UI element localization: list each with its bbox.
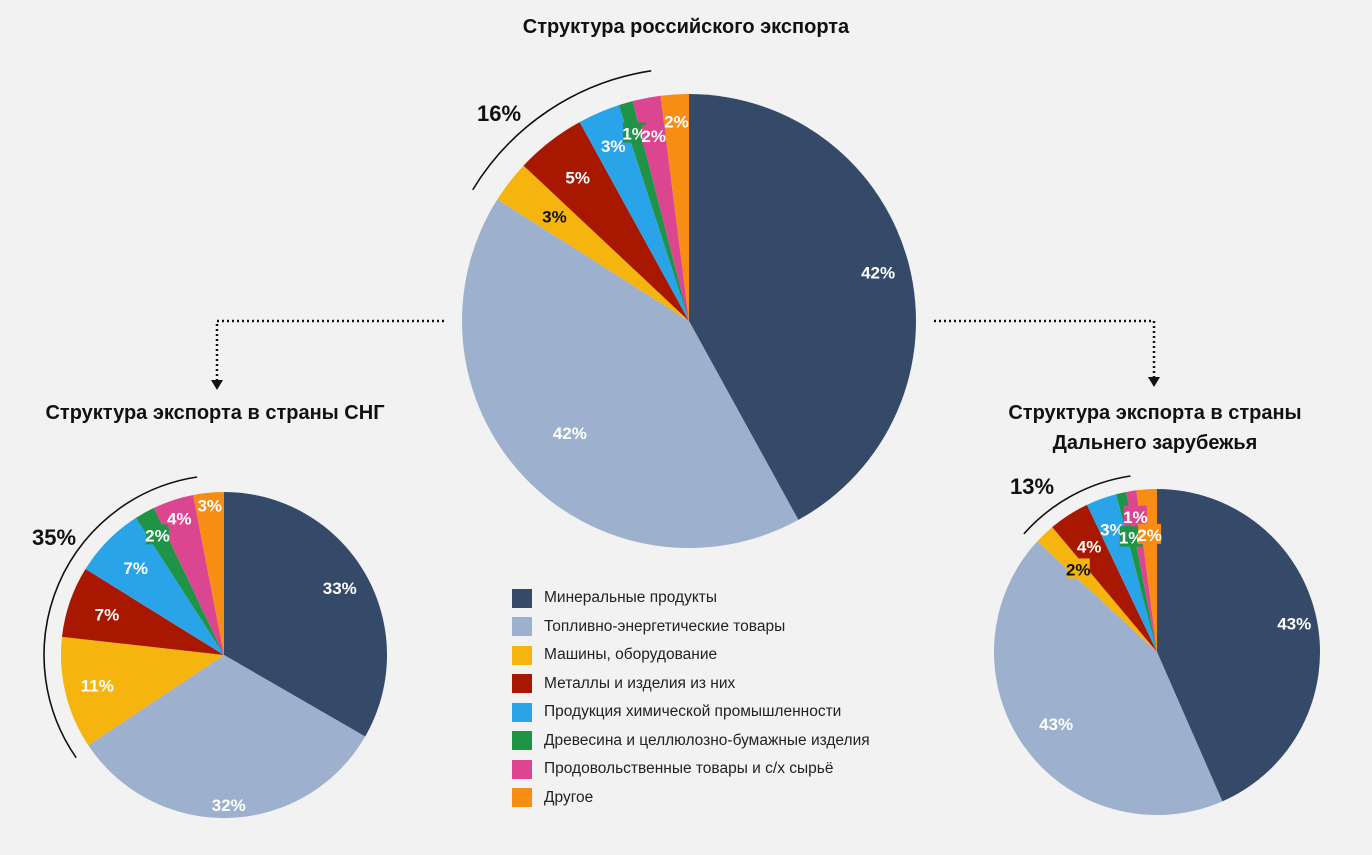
far-data-label-wood: 1% [1119,529,1144,548]
main-data-label-other: 2% [664,113,689,132]
main-label-box-food [642,124,666,145]
cis-label-box-other [198,494,222,515]
legend-swatch [512,674,532,694]
far-slice-fuel [993,541,1223,816]
cis-slice-metals [62,569,224,655]
main-slice-chemical [579,105,689,321]
main-label-box-wood [623,122,647,143]
main-data-label-mineral: 42% [861,263,895,282]
far-label-box-metals [1077,535,1101,556]
main-data-label-metals: 5% [565,169,590,188]
main-data-label-machinery: 3% [542,208,567,227]
far-slice-mineral [1157,489,1321,802]
legend-item-mineral: Минеральные продукты [512,584,870,613]
legend-item-food: Продовольственные товары и с/х сырьё [512,755,870,784]
main-slice-fuel [462,199,799,548]
far-label-box-food [1123,505,1147,526]
cis-group-label: 35% [32,525,76,550]
arrowhead-right-icon [1148,377,1160,387]
legend-item-fuel: Топливно-энергетические товары [512,613,870,642]
main-chart-title: Структура российского экспорта [522,16,850,38]
main-label-box-other [664,110,688,131]
far-data-label-machinery: 2% [1066,560,1091,579]
legend-label: Другое [544,788,594,806]
cis-slice-other [193,492,224,655]
cis-slice-mineral [224,492,387,737]
legend-swatch [512,645,532,665]
legend-swatch [512,731,532,751]
far-data-label-fuel: 43% [1039,715,1073,734]
legend-label: Топливно-энергетические товары [544,617,786,635]
far-data-label-other: 2% [1137,526,1162,545]
far-data-label-food: 1% [1123,508,1148,527]
main-slice-metals [523,122,689,321]
main-slice-wood [618,101,689,321]
cis-chart-title: Структура экспорта в страны СНГ [45,402,385,424]
cis-data-label-mineral: 33% [323,579,357,598]
main-data-label-chemical: 3% [601,137,626,156]
main-group-label: 16% [477,101,521,126]
legend: Минеральные продукты Топливно-энергетиче… [512,584,870,812]
cis-label-box-food [167,507,191,528]
cis-data-label-fuel: 32% [212,796,246,815]
legend-swatch [512,588,532,608]
legend-item-wood: Древесина и целлюлозно-бумажные изделия [512,727,870,756]
far-slice-machinery [1037,527,1157,652]
legend-label: Металлы и изделия из них [544,674,736,692]
legend-label: Продовольственные товары и с/х сырьё [544,760,834,778]
cis-slice-chemical [85,517,225,655]
cis-slice-wood [135,507,224,655]
far-slice-chemical [1086,494,1157,652]
legend-label: Минеральные продукты [544,589,718,607]
far-group-bracket [1023,475,1131,535]
cis-data-label-machinery: 11% [81,677,114,696]
legend-swatch [512,759,532,779]
main-slice-machinery [497,165,689,321]
far-group-label: 13% [1010,474,1054,499]
legend-label: Машины, оборудование [544,646,718,664]
legend-label: Продукция химической промышленности [544,703,842,721]
legend-item-machinery: Машины, оборудование [512,641,870,670]
main-group-bracket [472,70,652,191]
main-slice-mineral [689,94,916,520]
connector-right [934,319,1156,377]
legend-swatch [512,788,532,808]
cis-group-bracket [43,476,198,759]
main-slice-other [660,94,689,321]
arrowhead-left-icon [211,380,223,390]
legend-swatch [512,702,532,722]
far-abroad-chart-title: Структура экспорта в страны Дальнего зар… [1008,402,1302,454]
cis-data-label-other: 3% [197,497,222,516]
cis-data-label-metals: 7% [95,605,120,624]
legend-swatch [512,617,532,637]
connector-left [215,319,444,380]
cis-label-box-wood [145,524,169,545]
cis-data-label-wood: 2% [145,526,170,545]
far-data-label-chemical: 3% [1100,520,1125,539]
cis-data-label-food: 4% [167,510,192,529]
cis-slice-machinery [60,636,224,746]
far-label-box-wood [1119,526,1143,547]
main-slice-food [632,95,689,321]
far-label-box-machinery [1066,558,1090,579]
cis-slice-fuel [88,655,366,818]
far-data-label-mineral: 43% [1277,614,1311,633]
legend-item-other: Другое [512,784,870,813]
main-data-label-wood: 1% [622,125,647,144]
far-data-label-metals: 4% [1077,537,1102,556]
cis-slice-food [153,494,224,655]
far-label-box-other [1138,523,1162,544]
main-data-label-food: 2% [641,127,666,146]
legend-label: Древесина и целлюлозно-бумажные изделия [544,731,870,749]
cis-data-label-chemical: 7% [123,559,148,578]
legend-item-metals: Металлы и изделия из них [512,670,870,699]
legend-item-chemical: Продукция химической промышленности [512,698,870,727]
main-data-label-fuel: 42% [553,424,587,443]
